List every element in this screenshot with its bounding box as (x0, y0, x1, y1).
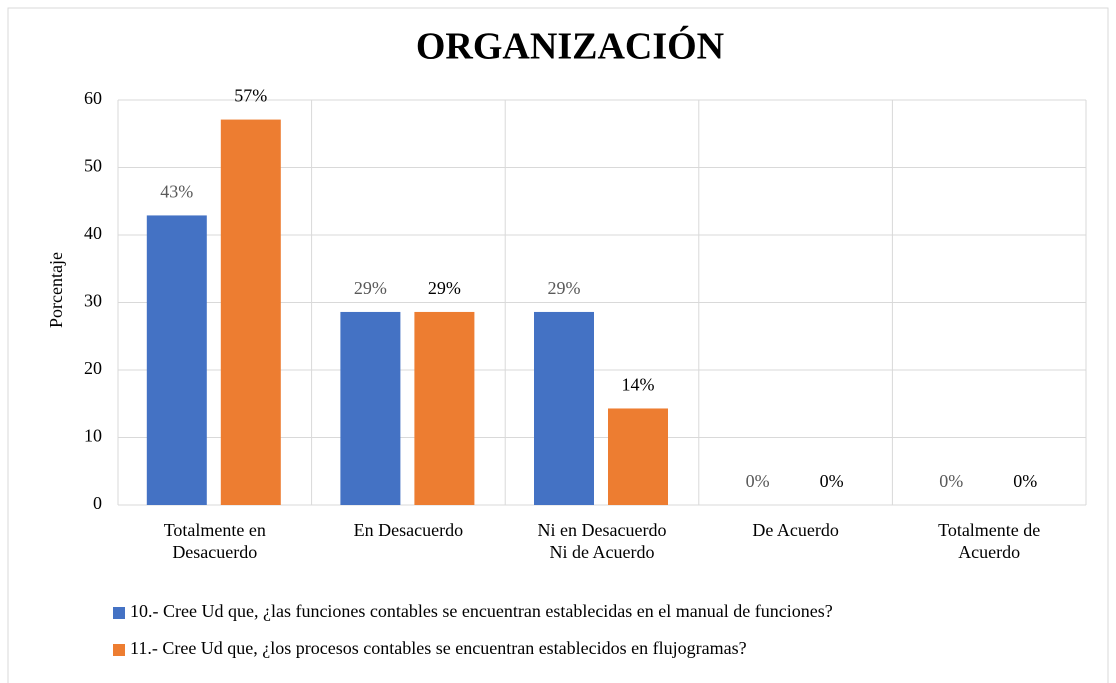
y-tick-label: 60 (84, 88, 102, 108)
legend-swatch (113, 607, 125, 619)
bar (220, 119, 281, 505)
y-tick-label: 40 (84, 223, 102, 243)
bar (608, 408, 668, 505)
data-label: 29% (548, 278, 581, 298)
y-tick-label: 20 (84, 358, 102, 378)
data-label: 43% (160, 182, 193, 202)
data-label: 0% (820, 471, 844, 491)
y-tick-label: 10 (84, 426, 102, 446)
data-label: 57% (234, 86, 267, 106)
data-label: 29% (354, 278, 387, 298)
bar (534, 311, 594, 505)
data-label: 0% (939, 471, 963, 491)
data-label: 0% (1013, 471, 1037, 491)
legend-label: 10.- Cree Ud que, ¿las funciones contabl… (130, 601, 833, 621)
x-tick-label: Totalmente en Desacuerdo (163, 520, 266, 562)
legend-label: 11.- Cree Ud que, ¿los procesos contable… (130, 638, 747, 658)
x-tick-label: De Acuerdo (752, 520, 839, 540)
x-tick-label: Ni en Desacuerdo Ni de Acuerdo (537, 520, 667, 562)
data-label: 14% (622, 375, 655, 395)
x-tick-label: En Desacuerdo (353, 520, 464, 540)
y-axis-label: Porcentaje (46, 252, 66, 328)
y-tick-label: 30 (84, 291, 102, 311)
bar (146, 215, 207, 506)
bar (340, 311, 401, 505)
data-label: 0% (746, 471, 770, 491)
y-tick-label: 50 (84, 156, 102, 176)
data-label: 29% (428, 278, 461, 298)
bar (414, 311, 475, 505)
chart-title: ORGANIZACIÓN (416, 26, 724, 68)
legend-swatch (113, 644, 125, 656)
x-tick-label: Totalmente de Acuerdo (938, 520, 1041, 562)
chart-frame (7, 7, 1109, 683)
y-tick-label: 0 (93, 493, 102, 513)
